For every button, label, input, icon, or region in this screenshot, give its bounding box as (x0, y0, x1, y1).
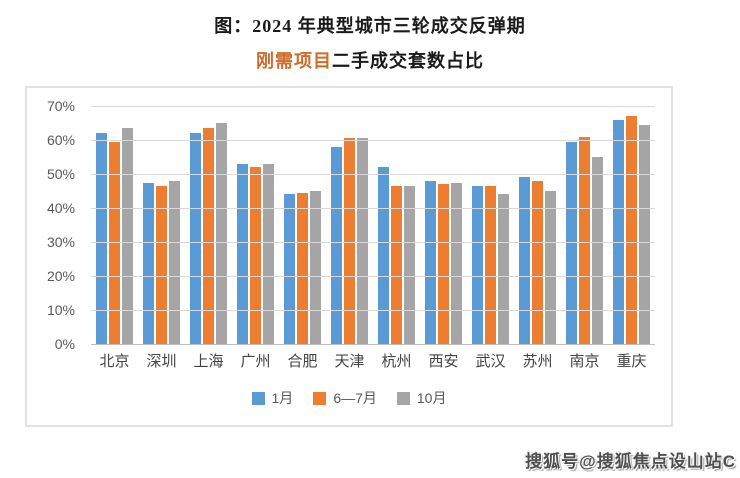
y-tick-label: 0% (54, 336, 75, 352)
bar-西安-10月 (451, 182, 462, 344)
plot-area (91, 106, 655, 345)
bar-group-重庆 (608, 106, 655, 344)
watermark: 搜狐号@搜狐焦点设山站C (525, 452, 736, 471)
chart-title-block: 图：2024 年典型城市三轮成交反弹期 刚需项目二手成交套数占比 (0, 12, 740, 73)
bar-武汉-1月 (472, 185, 483, 344)
legend-swatch-icon (313, 391, 327, 405)
x-axis: 北京 深圳 上海 广州 合肥 天津 杭州 西安 武汉 苏州 南京 重庆 (91, 350, 655, 371)
x-axis-label-南京: 南京 (569, 353, 600, 370)
bar-西安-6—7月 (438, 184, 449, 344)
bar-上海-1月 (190, 133, 201, 344)
bar-天津-6—7月 (344, 138, 355, 344)
bar-重庆-1月 (613, 119, 624, 344)
y-tick-label: 10% (46, 302, 75, 318)
chart-title-line2: 刚需项目二手成交套数占比 (0, 47, 740, 73)
bar-天津-1月 (331, 146, 342, 344)
x-axis-label-武汉: 武汉 (475, 353, 506, 370)
chart-title-rest: 二手成交套数占比 (332, 51, 484, 71)
legend-label: 1月 (271, 390, 294, 406)
gridline (91, 208, 655, 209)
bar-group-苏州 (514, 106, 561, 344)
x-axis-label-广州: 广州 (240, 353, 271, 370)
gridline (91, 242, 655, 243)
bar-苏州-10月 (545, 191, 556, 344)
bar-苏州-1月 (519, 177, 530, 344)
x-axis-label-西安: 西安 (428, 353, 459, 370)
x-axis-label-重庆: 重庆 (616, 353, 647, 370)
chart-title-line1: 图：2024 年典型城市三轮成交反弹期 (214, 16, 526, 36)
bar-西安-1月 (425, 180, 436, 344)
bar-合肥-6—7月 (297, 192, 308, 344)
gridline (91, 310, 655, 311)
x-axis-label-苏州: 苏州 (522, 353, 553, 370)
legend: 1月 6—7月 10月 (27, 388, 671, 408)
legend-swatch-icon (251, 391, 265, 405)
bar-group-武汉 (467, 106, 514, 344)
bar-合肥-10月 (310, 191, 321, 344)
y-axis: 70% 60% 50% 40% 30% 20% 10% 0% (27, 98, 85, 352)
x-axis-label-上海: 上海 (193, 353, 224, 370)
gridline (91, 174, 655, 175)
legend-label: 6—7月 (333, 390, 377, 406)
bar-深圳-10月 (169, 180, 180, 344)
gridline (91, 140, 655, 141)
y-tick-label: 60% (46, 132, 75, 148)
bar-group-上海 (185, 106, 232, 344)
bar-上海-6—7月 (203, 128, 214, 344)
legend-item-1月: 1月 (251, 388, 294, 408)
x-axis-line (91, 344, 655, 345)
gridline (91, 276, 655, 277)
bar-苏州-6—7月 (532, 180, 543, 344)
y-tick-label: 30% (46, 234, 75, 250)
bar-group-合肥 (279, 106, 326, 344)
y-tick-label: 70% (46, 98, 75, 114)
bar-group-杭州 (373, 106, 420, 344)
x-axis-label-北京: 北京 (99, 353, 130, 370)
legend-swatch-icon (396, 391, 410, 405)
y-tick-label: 20% (46, 268, 75, 284)
bar-group-天津 (326, 106, 373, 344)
bar-南京-10月 (592, 157, 603, 344)
x-axis-label-天津: 天津 (334, 353, 365, 370)
bar-武汉-10月 (498, 194, 509, 344)
bar-北京-1月 (96, 133, 107, 344)
bar-group-北京 (91, 106, 138, 344)
bar-天津-10月 (357, 138, 368, 344)
bar-杭州-10月 (404, 185, 415, 344)
plot-wrap: 70% 60% 50% 40% 30% 20% 10% 0% 北京 深圳 上海 广州 合肥 天津 杭州 西安… (27, 88, 671, 425)
bar-重庆-6—7月 (626, 116, 637, 344)
bar-groups (91, 106, 655, 344)
bar-group-南京 (561, 106, 608, 344)
bar-广州-6—7月 (250, 167, 261, 344)
y-tick-label: 40% (46, 200, 75, 216)
x-axis-label-合肥: 合肥 (287, 353, 318, 370)
bar-南京-6—7月 (579, 136, 590, 344)
bar-group-西安 (420, 106, 467, 344)
legend-item-6—7月: 6—7月 (313, 388, 377, 408)
gridline (91, 106, 655, 107)
legend-label: 10月 (416, 390, 447, 406)
x-axis-label-深圳: 深圳 (146, 353, 177, 370)
bar-group-广州 (232, 106, 279, 344)
bar-合肥-1月 (284, 194, 295, 344)
bar-武汉-6—7月 (485, 185, 496, 344)
bar-北京-10月 (122, 128, 133, 344)
bar-group-深圳 (138, 106, 185, 344)
bar-重庆-10月 (639, 124, 650, 344)
bar-广州-1月 (237, 163, 248, 344)
chart-area: 70% 60% 50% 40% 30% 20% 10% 0% 北京 深圳 上海 广州 合肥 天津 杭州 西安… (25, 86, 673, 427)
x-axis-label-杭州: 杭州 (381, 353, 412, 370)
bar-上海-10月 (216, 123, 227, 344)
bar-深圳-6—7月 (156, 185, 167, 344)
bar-深圳-1月 (143, 182, 154, 344)
y-tick-label: 50% (46, 166, 75, 182)
chart-title-highlight: 刚需项目 (256, 51, 332, 71)
bar-杭州-6—7月 (391, 185, 402, 344)
bar-杭州-1月 (378, 167, 389, 344)
legend-item-10月: 10月 (396, 388, 447, 408)
bar-广州-10月 (263, 163, 274, 344)
